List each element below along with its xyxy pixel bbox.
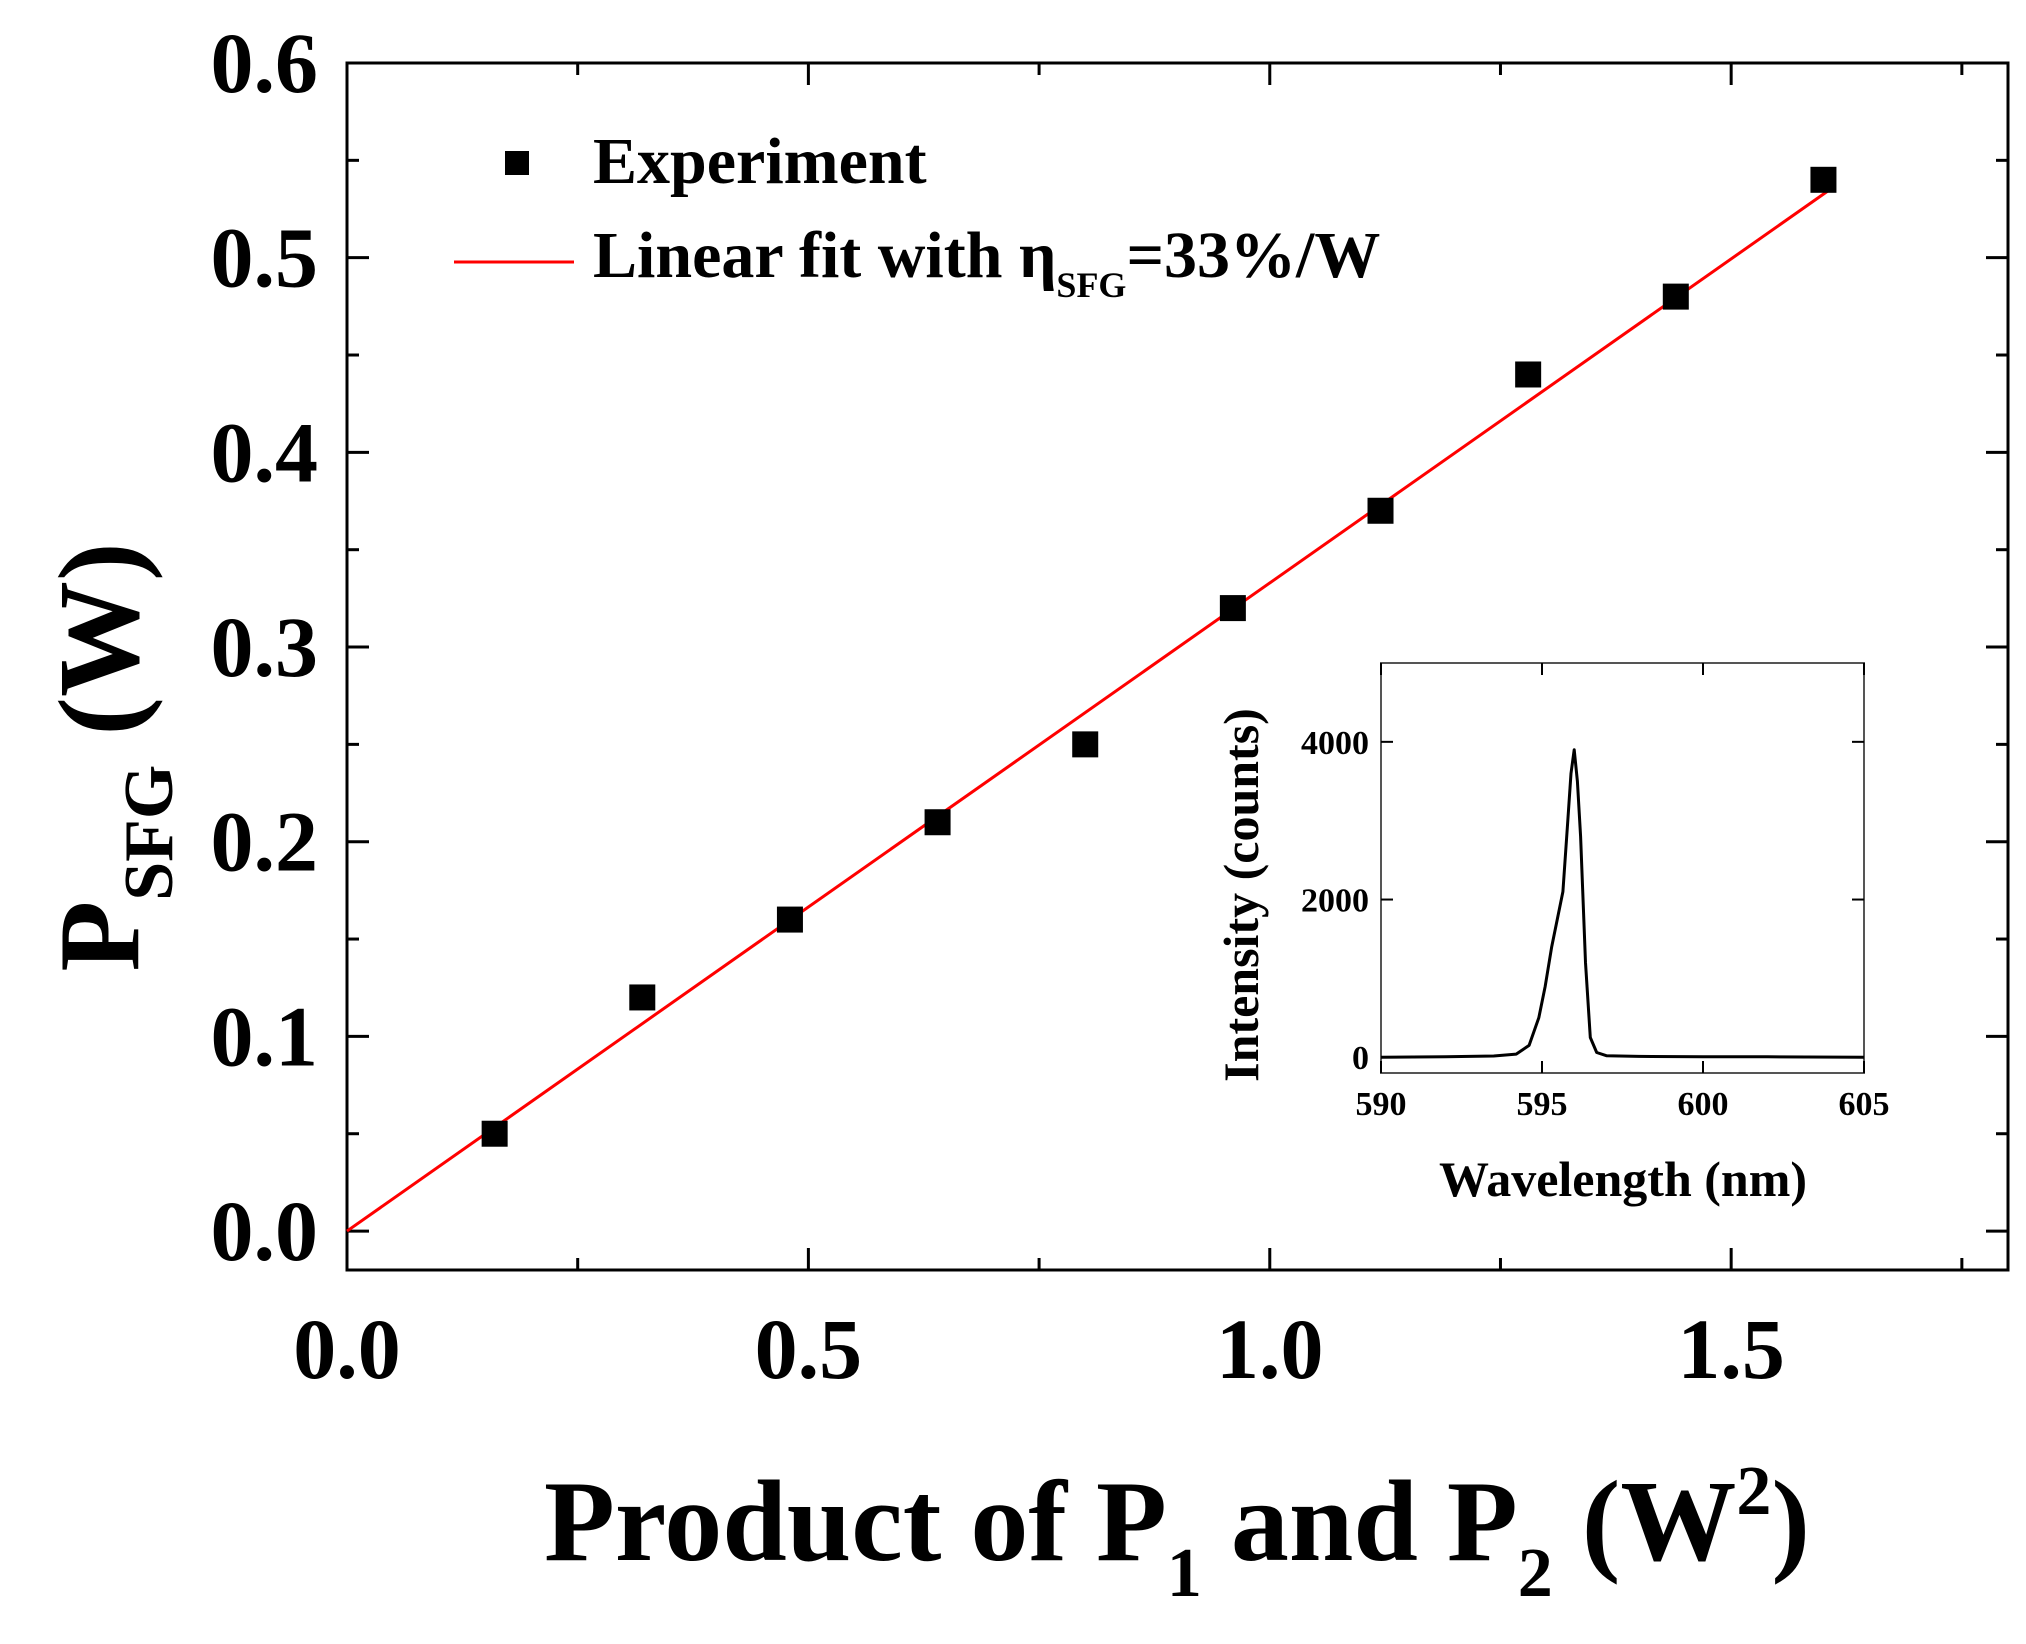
inset-x-tick-label: 600	[1678, 1086, 1729, 1123]
x-label-subscript: 2	[1518, 1535, 1553, 1612]
x-label-text: and P	[1202, 1458, 1518, 1586]
legend-label-fit: Linear fit with ηSFG=33%/W	[593, 219, 1380, 305]
x-label-subscript: 1	[1167, 1535, 1202, 1612]
y-tick-label: 0.5	[211, 210, 319, 306]
spectrum-line	[1380, 748, 1865, 1059]
data-point	[1072, 731, 1099, 758]
data-point	[1810, 166, 1837, 193]
data-point	[1515, 361, 1542, 388]
plot-frame	[345, 61, 2010, 1272]
legend-fit-text: Linear fit with η	[593, 219, 1056, 292]
x-label-text: (W	[1553, 1458, 1737, 1586]
data-point	[924, 809, 951, 836]
y-label-text: (W)	[36, 542, 164, 764]
inset-y-axis-label: Intensity (counts)	[1213, 708, 1269, 1082]
legend-label-experiment: Experiment	[593, 125, 927, 198]
x-tick-label: 0.0	[293, 1301, 401, 1397]
x-tick-label: 0.5	[755, 1301, 863, 1397]
x-label-superscript: 2	[1736, 1453, 1771, 1530]
inset-frame	[1380, 662, 1865, 1074]
y-label-text: P	[36, 901, 164, 972]
y-tick-label: 0.4	[211, 404, 319, 500]
inset-x-tick-label: 595	[1517, 1086, 1568, 1123]
y-axis-label: PSFG (W)	[36, 542, 188, 971]
main-chart: 0.0 0.5 1.0 1.5 0.0 0.1 0.2 0.3 0.4 0.5 0.6 Experim…	[36, 15, 2010, 1612]
data-point	[629, 984, 656, 1011]
data-point	[481, 1120, 508, 1147]
y-tick-label: 0.2	[211, 794, 319, 890]
x-axis-label: Product of P1 and P2 (W2)	[544, 1453, 1810, 1612]
y-label-subscript: SFG	[111, 765, 188, 901]
inset-x-axis-label: Wavelength (nm)	[1439, 1151, 1807, 1207]
data-point	[1367, 497, 1394, 524]
inset-y-tick-label: 4000	[1301, 725, 1369, 762]
inset-x-tick-label: 590	[1356, 1086, 1407, 1123]
y-tick-label: 0.3	[211, 599, 319, 695]
data-point	[776, 906, 803, 933]
y-tick-label: 0.0	[211, 1183, 319, 1279]
data-point	[1662, 283, 1689, 310]
x-tick-label: 1.5	[1677, 1301, 1785, 1397]
y-tick-label: 0.6	[211, 15, 319, 111]
x-tick-label: 1.0	[1216, 1301, 1324, 1397]
inset-y-tick-label: 0	[1352, 1040, 1369, 1077]
y-tick-label: 0.1	[211, 988, 319, 1084]
data-point	[1219, 595, 1246, 622]
inset-y-tick-label: 2000	[1301, 883, 1369, 920]
x-label-text: )	[1771, 1458, 1810, 1586]
legend-marker-experiment	[505, 151, 529, 175]
legend-fit-subscript: SFG	[1056, 265, 1126, 305]
inset-chart: 590 595 600 605 0 2000 4000 Wavelength (nm) Inte…	[1213, 662, 1890, 1207]
x-label-text: Product of P	[544, 1458, 1167, 1586]
legend-fit-value: =33%/W	[1126, 219, 1380, 292]
fit-line	[346, 186, 1834, 1233]
inset-x-tick-label: 605	[1839, 1086, 1890, 1123]
